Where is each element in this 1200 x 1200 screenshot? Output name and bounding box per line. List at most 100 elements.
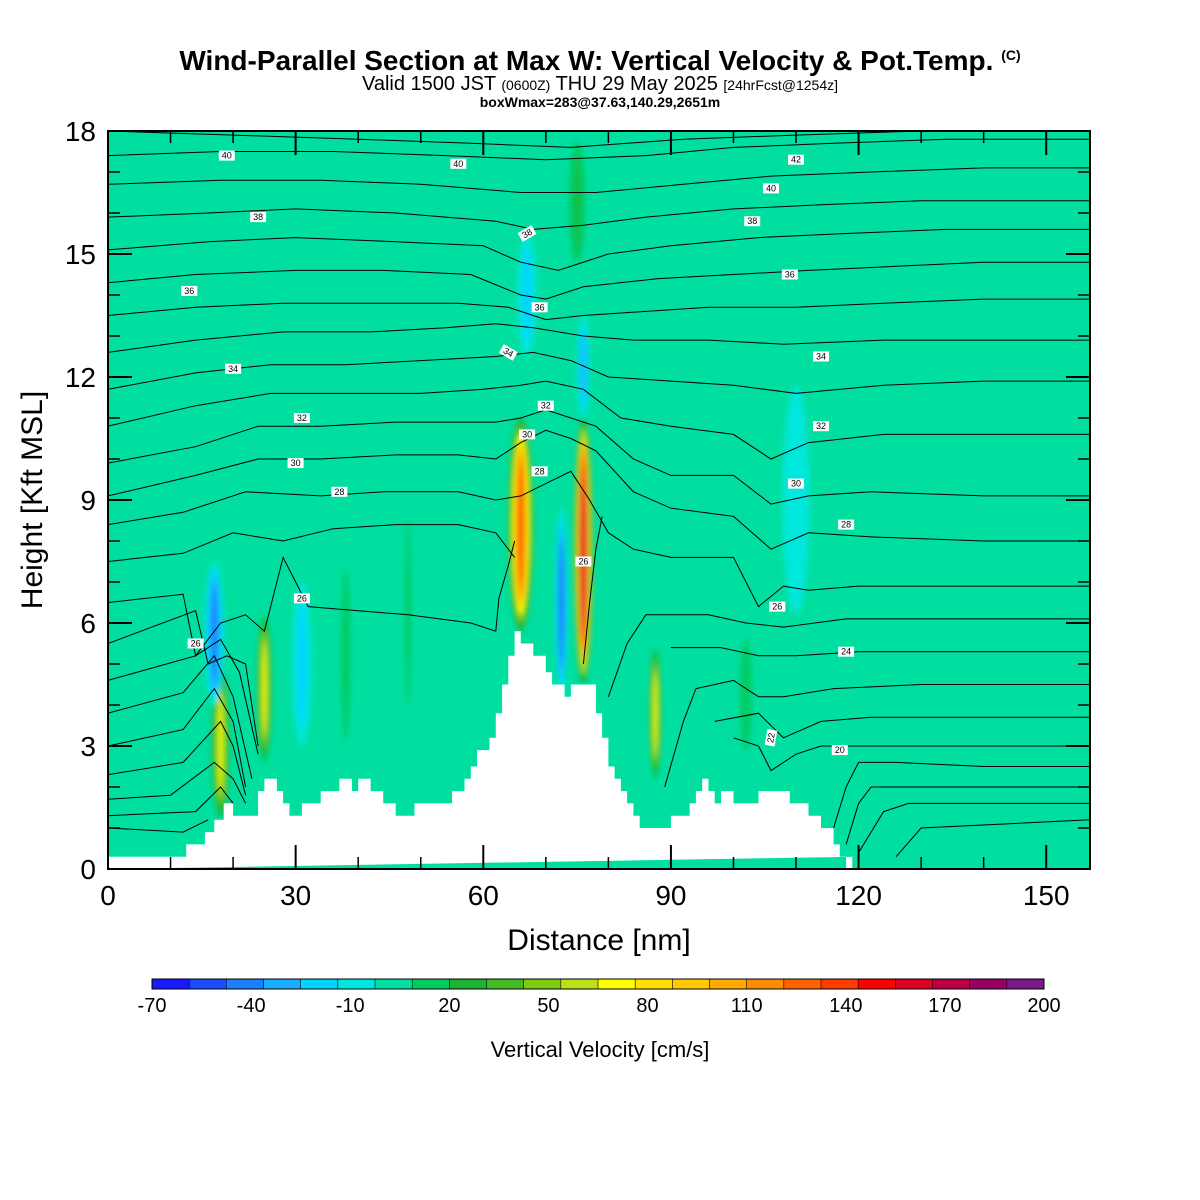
contour-label-bg <box>537 400 554 411</box>
velocity-core-11-level-5 <box>406 529 410 697</box>
velocity-core-9-level-5 <box>581 334 585 399</box>
terrain-profile <box>108 631 859 869</box>
contour-label-text: 20 <box>835 745 845 755</box>
velocity-core-0-level-5 <box>219 696 223 792</box>
velocity-core-1-level-5 <box>262 642 266 735</box>
y-tick-label-1: 3 <box>80 731 96 762</box>
contour-label-text: 24 <box>841 647 851 657</box>
contour-label-28: 20 <box>831 745 848 756</box>
colorbar-label-3: 20 <box>438 995 460 1017</box>
contour-label-bg <box>517 225 537 242</box>
isentrope-line-7 <box>108 610 259 747</box>
y-axis-title: Height [Kft MSL] <box>16 391 49 609</box>
contour-label-bg <box>831 745 848 756</box>
colorbar-label-4: 50 <box>537 995 559 1017</box>
isentrope-line-30 <box>858 802 1090 853</box>
velocity-core-4-level-5 <box>653 672 657 755</box>
contour-label-text: 22 <box>765 732 777 744</box>
box-max-info: boxWmax=283@37.63,140.29,2651m <box>479 94 721 110</box>
copyright-mark: (C) <box>1001 47 1021 63</box>
contour-label-bg <box>788 478 804 489</box>
contour-label-text: 28 <box>334 487 344 497</box>
isentrope-line-28 <box>833 761 1090 829</box>
colorbar-swatch-17 <box>783 979 822 989</box>
contour-label-text: 34 <box>816 352 826 362</box>
colorbar-swatch-7 <box>412 979 450 989</box>
contour-label-bg <box>813 421 829 432</box>
contour-label-text: 38 <box>520 227 534 241</box>
colorbar-label-9: 200 <box>1027 995 1060 1017</box>
valid-time-utc: (0600Z) <box>501 77 551 93</box>
colorbar-swatch-13 <box>635 979 673 989</box>
contour-label-text: 30 <box>291 458 301 468</box>
velocity-core-14-level-5 <box>793 423 799 577</box>
contour-label-17: 30 <box>519 429 536 440</box>
isentrope-line-11 <box>108 429 1090 550</box>
chart-title: Wind-Parallel Section at Max W: Vertical… <box>0 40 1200 76</box>
contour-label-bg <box>498 344 518 361</box>
contour-label-bg <box>781 269 798 280</box>
contour-label-text: 26 <box>297 593 307 603</box>
contour-label-bg <box>450 158 467 169</box>
x-axis-title: Distance [nm] <box>507 924 690 957</box>
velocity-core-7-level-5 <box>559 543 563 662</box>
isentrope-line-23 <box>733 737 1090 772</box>
contour-label-7: 36 <box>181 285 198 296</box>
colorbar-swatch-1 <box>189 979 227 989</box>
isentrope-line-13 <box>108 380 1090 460</box>
contour-label-bg <box>764 729 778 747</box>
y-tick-label-0: 0 <box>80 854 96 885</box>
contour-label-text: 36 <box>785 270 795 280</box>
contour-label-bg <box>575 556 592 567</box>
colorbar-swatch-3 <box>263 979 302 989</box>
x-tick-label-1: 30 <box>280 880 311 911</box>
colorbar-swatch-18 <box>821 979 859 989</box>
colorbar-title: Vertical Velocity [cm/s] <box>491 1037 710 1062</box>
x-tick-label-5: 150 <box>1023 880 1070 911</box>
colorbar-label-7: 140 <box>829 995 862 1017</box>
contour-label-9: 36 <box>781 269 798 280</box>
contour-label-bg <box>838 646 855 657</box>
isentrope-line-33 <box>582 516 603 665</box>
isentrope-line-0 <box>108 819 209 833</box>
contour-label-14: 32 <box>537 400 554 411</box>
isentrope-line-6 <box>108 638 259 755</box>
isentrope-line-9 <box>108 524 515 562</box>
velocity-core-3-level-5 <box>581 467 585 635</box>
contour-label-text: 28 <box>535 466 545 476</box>
colorbar-swatch-2 <box>226 979 264 989</box>
contour-label-text: 36 <box>535 302 545 312</box>
colorbar-swatch-19 <box>858 979 896 989</box>
isentrope-line-12 <box>108 409 1090 505</box>
contour-label-8: 36 <box>531 302 548 313</box>
velocity-core-13-level-5 <box>743 649 749 740</box>
isentrope-line-10 <box>108 470 1090 608</box>
velocity-field <box>204 131 812 820</box>
contour-label-bg <box>788 154 804 165</box>
isentrope-line-25 <box>695 679 1090 698</box>
contour-label-text: 26 <box>191 639 201 649</box>
contour-label-bg <box>225 363 242 374</box>
velocity-core-10-level-5 <box>344 583 348 725</box>
y-tick-label-5: 15 <box>65 239 96 270</box>
contour-label-text: 38 <box>747 216 757 226</box>
contour-label-text: 32 <box>297 413 307 423</box>
contour-label-text: 34 <box>228 364 238 374</box>
isentrope-line-15 <box>108 323 1090 353</box>
isentrope-line-19 <box>108 200 1090 230</box>
isentrope-line-2 <box>108 761 247 804</box>
contour-label-12: 34 <box>813 351 829 362</box>
contour-label-text: 32 <box>816 421 826 431</box>
velocity-core-8-level-5 <box>525 256 529 334</box>
contour-label-3: 40 <box>763 183 779 194</box>
contour-label-text: 26 <box>578 557 588 567</box>
isentrope-line-16 <box>108 298 1090 321</box>
x-tick-label-2: 60 <box>468 880 499 911</box>
isentrope-line-18 <box>108 228 1090 271</box>
colorbar-swatch-8 <box>449 979 487 989</box>
valid-date: THU 29 May 2025 <box>555 73 718 95</box>
contour-label-bg <box>293 593 310 604</box>
colorbar-swatch-23 <box>1006 979 1045 989</box>
